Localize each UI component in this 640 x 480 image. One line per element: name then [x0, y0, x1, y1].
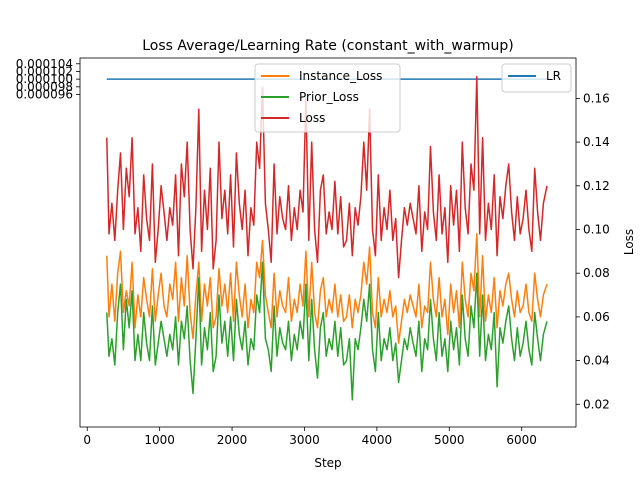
y-left-tick-label: 0.000102: [16, 64, 73, 78]
x-tick-label: 2000: [217, 433, 248, 447]
legend-entry: Loss: [299, 111, 325, 125]
legend-loss: Instance_Loss Prior_Loss Loss: [254, 63, 401, 133]
legend-entry: LR: [546, 69, 561, 83]
legend-lr: LR: [501, 63, 572, 93]
series-line-instance-loss: [106, 233, 548, 344]
y-right-tick-label: 0.12: [583, 179, 610, 193]
x-tick-label: 0: [83, 433, 91, 447]
legend-entry: Instance_Loss: [299, 69, 382, 83]
legend-loss-box: [254, 63, 401, 133]
y-left-tick-label: 0.000100: [16, 72, 73, 86]
y-right-tick-label: 0.06: [583, 310, 610, 324]
x-tick-label: 5000: [434, 433, 465, 447]
legend-entry: Prior_Loss: [299, 90, 359, 104]
y-right-tick-label: 0.16: [583, 91, 610, 105]
y-left-tick-label: 0.000096: [16, 88, 73, 102]
y-left-tick-label: 0.000098: [16, 80, 73, 94]
y-right-tick-label: 0.04: [583, 354, 610, 368]
series-line-loss: [106, 75, 548, 279]
x-tick-label: 1000: [144, 433, 175, 447]
x-tick-label: 3000: [289, 433, 320, 447]
x-tick-label: 4000: [362, 433, 393, 447]
y-right-tick-label: 0.10: [583, 223, 610, 237]
y-left-tick-label: 0.000104: [16, 57, 73, 71]
y-right-tick-label: 0.14: [583, 135, 610, 149]
y-right-tick-label: 0.02: [583, 397, 610, 411]
x-tick-label: 6000: [506, 433, 537, 447]
y-axis-right: 0.02 0.04 0.06 0.08 0.10 0.12 0.14 0.16: [576, 91, 610, 411]
x-axis-label: Step: [314, 456, 341, 470]
x-axis: 0 1000 2000 3000 4000 5000 6000: [83, 427, 537, 447]
legend-lr-box: [501, 63, 572, 93]
y-axis-right-label: Loss: [622, 229, 636, 255]
series-line-prior-loss: [106, 261, 548, 401]
chart-title: Loss Average/Learning Rate (constant_wit…: [142, 38, 514, 54]
y-right-tick-label: 0.08: [583, 266, 610, 280]
plot-frame: [79, 57, 577, 428]
